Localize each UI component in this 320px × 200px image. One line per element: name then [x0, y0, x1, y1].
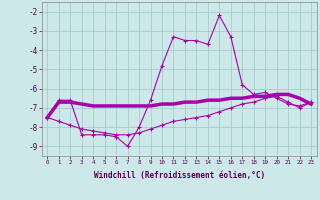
- X-axis label: Windchill (Refroidissement éolien,°C): Windchill (Refroidissement éolien,°C): [94, 171, 265, 180]
